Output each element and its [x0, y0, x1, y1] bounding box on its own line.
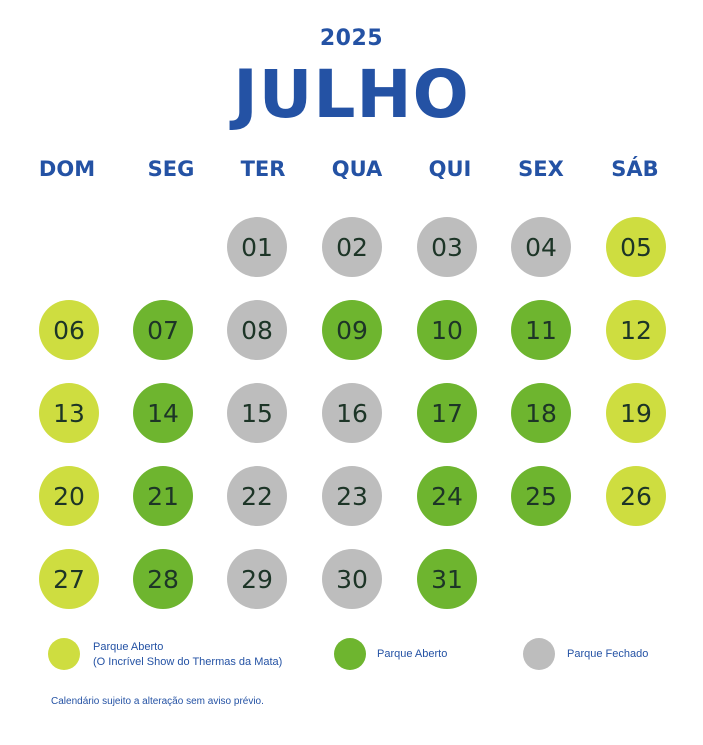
day-cell: 11	[511, 300, 571, 360]
day-cell: 18	[511, 383, 571, 443]
day-cell: 25	[511, 466, 571, 526]
day-cell: 09	[322, 300, 382, 360]
legend-open-label: Parque Aberto	[377, 648, 448, 660]
day-cell: 10	[417, 300, 477, 360]
day-cell: 05	[606, 217, 666, 277]
day-cell: 20	[39, 466, 99, 526]
day-cell: 30	[322, 549, 382, 609]
day-cell: 22	[227, 466, 287, 526]
day-cell: 21	[133, 466, 193, 526]
day-cell: 16	[322, 383, 382, 443]
month-title: JULHO	[233, 56, 470, 133]
weekday-tue: TER	[240, 157, 286, 181]
year-label: 2025	[319, 26, 384, 51]
legend-special-sublabel: (O Incrível Show do Thermas da Mata)	[93, 656, 283, 668]
weekday-thu: QUI	[428, 157, 472, 181]
day-cell: 27	[39, 549, 99, 609]
day-cell: 17	[417, 383, 477, 443]
disclaimer-note: Calendário sujeito a alteração sem aviso…	[51, 696, 264, 707]
legend-closed-dot	[523, 638, 555, 670]
day-cell: 31	[417, 549, 477, 609]
day-cell: 23	[322, 466, 382, 526]
day-cell: 24	[417, 466, 477, 526]
day-cell: 14	[133, 383, 193, 443]
day-cell: 12	[606, 300, 666, 360]
day-cell: 13	[39, 383, 99, 443]
day-cell: 06	[39, 300, 99, 360]
day-cell: 04	[511, 217, 571, 277]
day-cell: 19	[606, 383, 666, 443]
weekday-fri: SEX	[518, 157, 564, 181]
legend-open-dot	[334, 638, 366, 670]
weekday-sun: DOM	[38, 157, 96, 181]
day-cell: 28	[133, 549, 193, 609]
weekday-mon: SEG	[147, 157, 195, 181]
legend-special-label: Parque Aberto	[93, 641, 164, 653]
day-cell: 07	[133, 300, 193, 360]
day-cell: 02	[322, 217, 382, 277]
day-cell: 01	[227, 217, 287, 277]
day-cell: 29	[227, 549, 287, 609]
legend-closed-label: Parque Fechado	[567, 648, 649, 660]
day-cell: 26	[606, 466, 666, 526]
legend-special-dot	[48, 638, 80, 670]
weekday-sat: SÁB	[611, 157, 659, 181]
day-cell: 03	[417, 217, 477, 277]
day-cell: 08	[227, 300, 287, 360]
day-cell: 15	[227, 383, 287, 443]
weekday-wed: QUA	[331, 157, 383, 181]
